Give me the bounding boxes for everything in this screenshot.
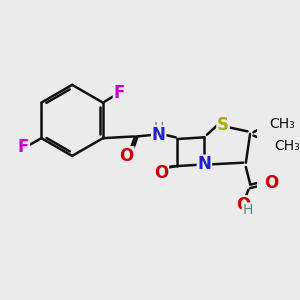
Text: S: S [217,116,229,134]
Text: O: O [236,196,250,214]
Text: N: N [197,155,211,173]
Text: F: F [18,139,29,157]
Text: O: O [154,164,168,182]
Text: H: H [154,121,164,135]
Text: CH₃: CH₃ [269,117,295,131]
Text: H: H [242,203,253,217]
Text: F: F [114,84,125,102]
Text: O: O [264,174,278,192]
Text: CH₃: CH₃ [274,139,299,153]
Text: O: O [119,147,134,165]
Text: N: N [152,126,166,144]
